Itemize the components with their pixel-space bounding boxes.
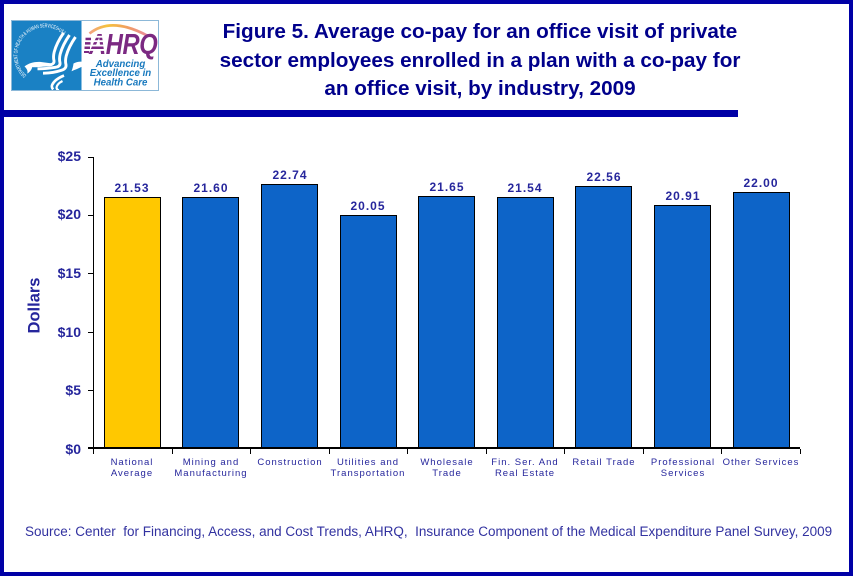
- svg-text:Excellence in: Excellence in: [90, 68, 151, 79]
- svg-text:Health Care: Health Care: [94, 78, 148, 89]
- svg-text:Advancing: Advancing: [95, 59, 146, 70]
- svg-text:AHRQ: AHRQ: [88, 28, 158, 61]
